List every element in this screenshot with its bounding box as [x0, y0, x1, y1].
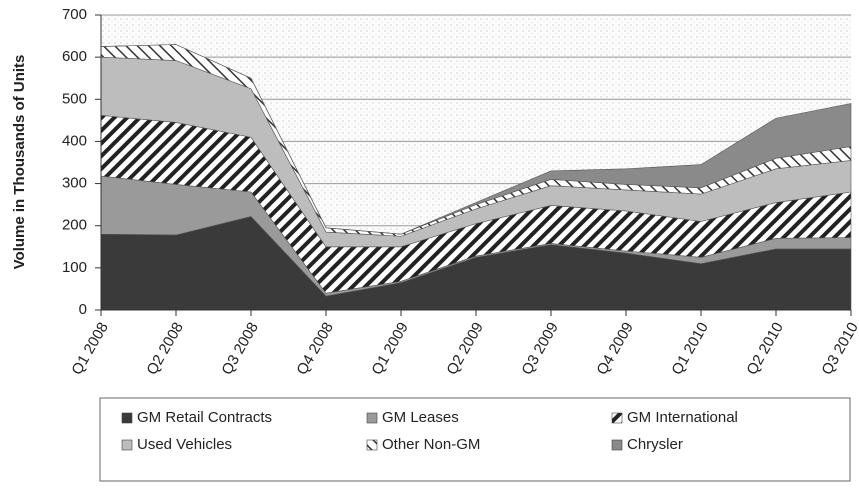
x-tick-label: Q2 2010: [743, 319, 786, 377]
y-tick-label: 0: [79, 301, 87, 318]
x-tick-label: Q3 2010: [818, 319, 859, 377]
y-tick-label: 200: [62, 217, 87, 234]
y-tick-label: 500: [62, 90, 87, 107]
legend-swatch: [366, 439, 378, 451]
legend-label: Chrysler: [627, 436, 683, 453]
x-tick-label: Q3 2008: [218, 319, 261, 377]
legend-swatch: [611, 439, 623, 451]
x-tick-label: Q4 2009: [593, 319, 636, 377]
legend-label: GM Leases: [382, 409, 459, 426]
legend-swatch: [366, 412, 378, 424]
legend-box: [99, 397, 851, 482]
legend-swatch: [121, 439, 133, 451]
y-tick-label: 700: [62, 6, 87, 23]
legend-swatch: [121, 412, 133, 424]
x-tick-label: Q3 2009: [518, 319, 561, 377]
y-tick-label: 100: [62, 259, 87, 276]
x-tick-label: Q2 2009: [443, 319, 486, 377]
legend-label: Other Non-GM: [382, 436, 480, 453]
legend-swatch: [611, 412, 623, 424]
x-tick-label: Q1 2009: [368, 319, 411, 377]
x-tick-label: Q2 2008: [143, 319, 186, 377]
legend-label: Used Vehicles: [137, 436, 232, 453]
y-tick-label: 300: [62, 175, 87, 192]
x-tick-label: Q1 2008: [68, 319, 111, 377]
x-tick-label: Q1 2010: [668, 319, 711, 377]
x-tick-label: Q4 2008: [293, 319, 336, 377]
legend-label: GM International: [627, 409, 738, 426]
y-tick-label: 600: [62, 48, 87, 65]
area: [100, 44, 852, 235]
legend-label: GM Retail Contracts: [137, 409, 272, 426]
y-axis-title: Volume in Thousands of Units: [11, 55, 28, 270]
y-tick-label: 400: [62, 132, 87, 149]
